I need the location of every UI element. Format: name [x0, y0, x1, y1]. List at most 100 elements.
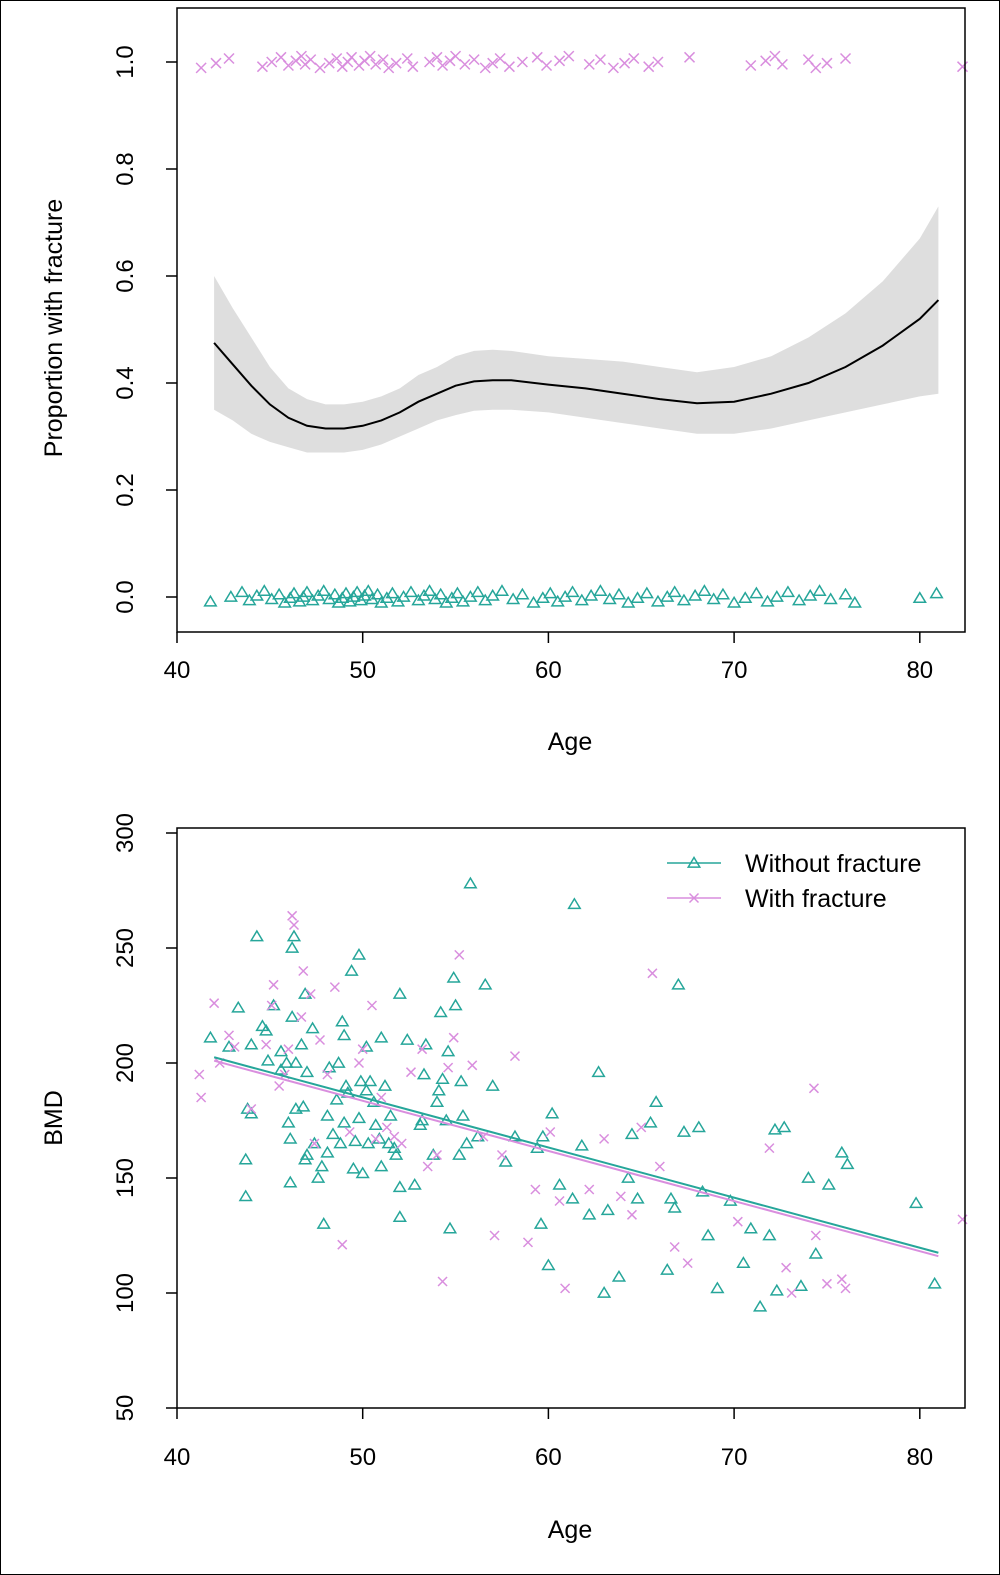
plot-frame [176, 7, 966, 633]
with-fracture-point [431, 1149, 443, 1161]
without-fracture-point [470, 1129, 485, 1142]
without-fracture-point [288, 1056, 303, 1068]
with-fracture-point [554, 1195, 565, 1207]
x-tick-label: 70 [721, 657, 748, 684]
without-fracture-point [762, 1228, 777, 1241]
without-fracture-point [593, 584, 608, 596]
without-fracture-point [285, 941, 300, 953]
without-fracture-point [545, 1106, 560, 1119]
with-fracture-point [563, 50, 575, 62]
without-fracture-point [752, 1299, 768, 1312]
with-fracture-point [776, 58, 788, 70]
without-fracture-point [649, 1095, 664, 1107]
with-fracture-point [261, 1039, 272, 1050]
y-axis-title: BMD [40, 1090, 68, 1146]
without-fracture-point [407, 1177, 422, 1190]
without-fracture-point [691, 1120, 706, 1133]
with-fracture-point [479, 62, 491, 74]
with-fracture-point [745, 60, 757, 72]
without-fracture-point [676, 1125, 692, 1137]
without-fracture-point [624, 1127, 640, 1140]
with-fracture-point [298, 965, 309, 977]
with-fracture-point [468, 54, 480, 66]
without-fracture-point [383, 1108, 398, 1121]
without-fracture-point [808, 1246, 823, 1259]
without-fracture-point [307, 1136, 322, 1149]
without-fracture-point [727, 595, 742, 608]
without-fracture-point [663, 1191, 679, 1204]
without-fracture-point [231, 1000, 246, 1013]
with-fracture-point [821, 57, 833, 69]
with-fracture-point [821, 1278, 832, 1289]
without-fracture-point [611, 1269, 627, 1282]
with-fracture-point [288, 919, 300, 931]
with-fracture-point [437, 1276, 448, 1287]
without-fracture-point [238, 1152, 253, 1165]
with-fracture-point [509, 1051, 521, 1062]
with-fracture-point [295, 50, 307, 62]
bmd-scatter-panel: 40 50 60 70 80 50 100 150 200 250 300 Age BMD With… [40, 813, 968, 1544]
with-fracture-point [840, 1283, 851, 1294]
legend-marker [688, 892, 700, 904]
axes: 40 50 60 70 80 0.0 0.2 0.4 0.6 0.8 1.0 [112, 45, 933, 684]
without-fracture-point [392, 1180, 407, 1193]
without-fracture-point [823, 592, 838, 605]
with-fracture-point [282, 60, 294, 72]
with-fracture-point [370, 58, 382, 70]
without-fracture-point [348, 1134, 363, 1147]
with-fracture-point [560, 1283, 571, 1294]
without-fracture-point [359, 1039, 374, 1052]
without-fracture-point [498, 1154, 513, 1167]
with-fracture-rug [195, 50, 969, 74]
with-fracture-point [305, 54, 317, 66]
regression-lines [213, 1056, 939, 1258]
y-tick-label: 0.4 [112, 366, 139, 399]
with-fracture-point [431, 51, 443, 63]
without-fracture-point [353, 1074, 368, 1087]
without-fracture-point [793, 1279, 809, 1291]
without-fracture-point [600, 1203, 615, 1216]
with-fracture-point [337, 1239, 348, 1250]
without-fracture-point [582, 1207, 597, 1220]
with-fracture-point [781, 1262, 792, 1273]
without-fracture-point [238, 1189, 253, 1202]
without-fracture-point [400, 1033, 415, 1045]
with-fracture-point [516, 56, 528, 68]
without-fracture-point [463, 876, 478, 889]
without-fracture-point [279, 1056, 294, 1068]
with-fracture-point [268, 979, 279, 990]
without-fracture-point [299, 1148, 315, 1160]
with-fracture-point [364, 50, 376, 62]
without-fracture-point [234, 585, 250, 598]
without-fracture-point [452, 1148, 467, 1160]
with-fracture-point [195, 62, 207, 74]
without-fracture-point [533, 1217, 549, 1229]
with-fracture-point [314, 1034, 326, 1046]
without-fracture-point [543, 586, 558, 599]
without-fracture-point [455, 1108, 471, 1121]
without-fracture-point [433, 1005, 448, 1018]
x-axis-title: Age [548, 1516, 592, 1544]
without-fracture-point [507, 1129, 523, 1142]
without-fracture-point [767, 1122, 783, 1135]
without-fracture-point [929, 586, 944, 599]
with-fracture-fit-line [213, 1059, 939, 1258]
without-fracture-point [565, 1191, 580, 1204]
with-fracture-point [956, 61, 969, 73]
without-fracture-point [834, 1145, 849, 1158]
without-fracture-point [639, 586, 654, 599]
without-fracture-point [780, 585, 796, 598]
with-fracture-point [344, 1126, 355, 1138]
without-fracture-point [422, 584, 437, 596]
without-fracture-point [299, 585, 315, 598]
with-fracture-point [545, 1126, 556, 1138]
with-fracture-point [607, 62, 619, 74]
with-fracture-point [454, 949, 465, 960]
without-fracture-point [552, 1177, 567, 1190]
legend-item-without-fracture: Without fracture [667, 850, 921, 878]
without-fracture-point [912, 591, 927, 604]
without-fracture-point [448, 998, 463, 1011]
with-fracture-point [839, 52, 852, 64]
without-fracture-point [812, 584, 827, 596]
with-fracture-point [417, 1044, 428, 1055]
